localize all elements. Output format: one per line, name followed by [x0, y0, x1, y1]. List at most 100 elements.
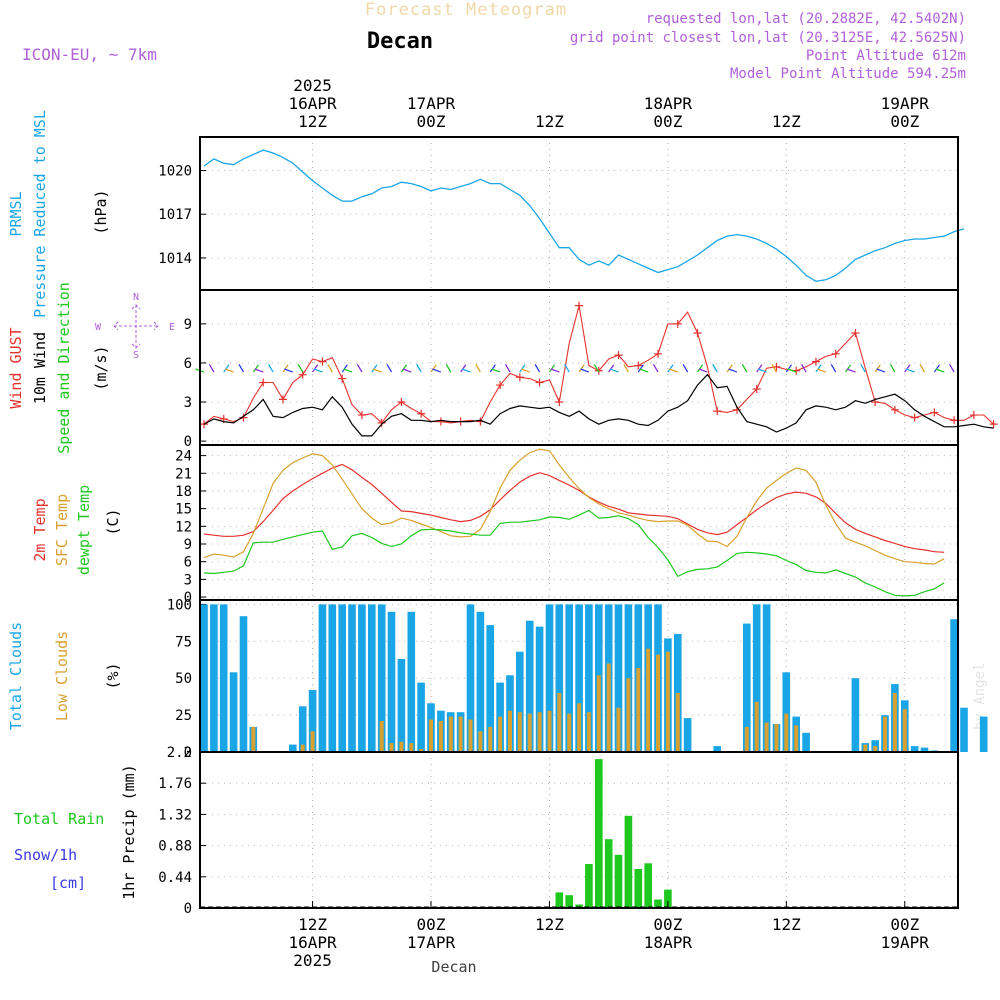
cloud-unit-label: (%)	[104, 662, 122, 689]
wind-direction-arrow	[386, 363, 393, 373]
bottom-axis-label: 00Z	[890, 915, 919, 934]
gust-marker	[594, 366, 603, 375]
compass-e: E	[169, 322, 175, 333]
cloud-axis-label: Low Clouds	[53, 631, 71, 721]
wind-direction-arrow	[637, 364, 644, 373]
wind-direction-arrow	[608, 364, 615, 373]
wind-direction-arrow	[312, 364, 319, 373]
temp-sfc-line	[203, 448, 945, 565]
wind-direction-arrow	[889, 363, 896, 373]
total-cloud-bar	[348, 604, 356, 752]
bottom-axis-label: 17APR	[407, 933, 456, 952]
y-tick-label: 1.76	[158, 776, 192, 792]
gust-marker	[831, 349, 840, 358]
wind-direction-arrow	[935, 368, 945, 373]
total-cloud-bar	[910, 746, 919, 752]
total-cloud-bar	[950, 619, 958, 752]
wind-direction-arrow	[460, 364, 467, 373]
bottom-axis-label: 00Z	[417, 915, 446, 934]
low-cloud-bar	[873, 746, 878, 752]
precip-legend-unit: [cm]	[50, 874, 86, 892]
credit-watermark: by Angel	[972, 663, 988, 730]
gust-marker	[752, 384, 761, 393]
total-cloud-bar	[210, 604, 218, 752]
y-tick-label: 1.32	[158, 807, 192, 823]
gust-marker	[989, 420, 998, 429]
low-cloud-bar	[764, 722, 769, 752]
model-label: ICON-EU, ~ 7km	[22, 45, 157, 64]
low-cloud-bar	[596, 675, 601, 752]
y-tick-label: 0	[184, 901, 192, 917]
y-tick-label: 0.44	[158, 870, 192, 886]
wind-direction-arrow	[284, 368, 294, 373]
gust-marker	[654, 349, 663, 358]
total-cloud-bar	[239, 616, 248, 752]
wind-direction-arrow	[696, 364, 704, 373]
y-tick-label: 25	[175, 708, 192, 724]
wind-direction-arrow	[904, 364, 911, 373]
panel-frame	[199, 289, 959, 446]
total-cloud-bar	[417, 682, 425, 752]
wind-direction-arrow	[578, 364, 585, 373]
total-cloud-bar	[960, 707, 968, 752]
gust-marker	[555, 398, 564, 407]
total-cloud-bar	[328, 604, 337, 752]
gust-marker	[851, 328, 860, 337]
top-axis-label: 00Z	[417, 112, 446, 131]
y-tick-label: 75	[175, 634, 192, 650]
low-cloud-bar	[636, 667, 641, 752]
wind-direction-arrow	[252, 364, 260, 373]
total-cloud-bar	[397, 659, 406, 752]
gust-marker	[811, 357, 820, 366]
total-cloud-bar	[585, 604, 593, 752]
low-cloud-bar	[586, 712, 591, 752]
gust-marker	[693, 328, 702, 337]
low-cloud-bar	[863, 744, 868, 752]
chart-title: Forecast Meteogram	[365, 0, 567, 20]
pressure-unit-label: (hPa)	[92, 189, 110, 234]
wind-direction-arrow	[519, 364, 526, 373]
compass-n: N	[133, 292, 139, 303]
low-cloud-bar	[794, 725, 799, 752]
y-tick-label: 12	[175, 519, 192, 535]
precip-bar	[654, 899, 662, 908]
wind-direction-arrow	[815, 364, 822, 373]
compass-rose: N S W E	[95, 292, 175, 361]
gust-marker	[930, 408, 939, 417]
top-axis-label: 12Z	[298, 112, 327, 131]
wind-direction-arrow	[327, 363, 333, 373]
bottom-axis-label: 12Z	[535, 915, 564, 934]
low-cloud-bar	[626, 678, 631, 752]
wind-direction-arrow	[652, 363, 659, 373]
y-tick-label: 3	[184, 572, 192, 588]
wind-direction-arrow	[475, 363, 481, 373]
top-axis-label: 00Z	[890, 112, 919, 131]
footer-location: Decan	[431, 958, 476, 976]
total-cloud-bar	[466, 604, 475, 752]
plot-area: 1014101710200369036912151821240255075100…	[7, 76, 998, 970]
wind-direction-arrow	[489, 364, 496, 373]
low-cloud-bar	[468, 719, 473, 752]
top-axis-label: 00Z	[653, 112, 682, 131]
y-tick-label: 0	[184, 434, 192, 450]
top-axis-label: 19APR	[881, 94, 930, 113]
low-cloud-bar	[310, 731, 315, 752]
panel-clouds: 0 25 50 75 100	[167, 597, 988, 761]
gust-marker	[259, 378, 268, 387]
wind-direction-arrow	[757, 368, 767, 373]
gust-marker	[950, 416, 959, 425]
low-cloud-bar	[379, 721, 384, 752]
top-axis-label: 18APR	[644, 94, 693, 113]
low-cloud-bar	[458, 716, 463, 752]
point-altitude: Point Altitude 612m	[806, 48, 966, 64]
grid-coords: grid point closest lon,lat (20.3125E, 42…	[570, 30, 966, 46]
total-cloud-bar	[368, 604, 376, 752]
wind-direction-arrow	[521, 368, 530, 373]
wind-direction-arrow	[341, 364, 348, 373]
total-cloud-bar	[525, 620, 534, 752]
wind-direction-arrow	[593, 363, 600, 373]
wind-direction-arrow	[268, 363, 274, 373]
total-cloud-bar	[674, 633, 682, 752]
wind-direction-arrow	[830, 363, 837, 373]
